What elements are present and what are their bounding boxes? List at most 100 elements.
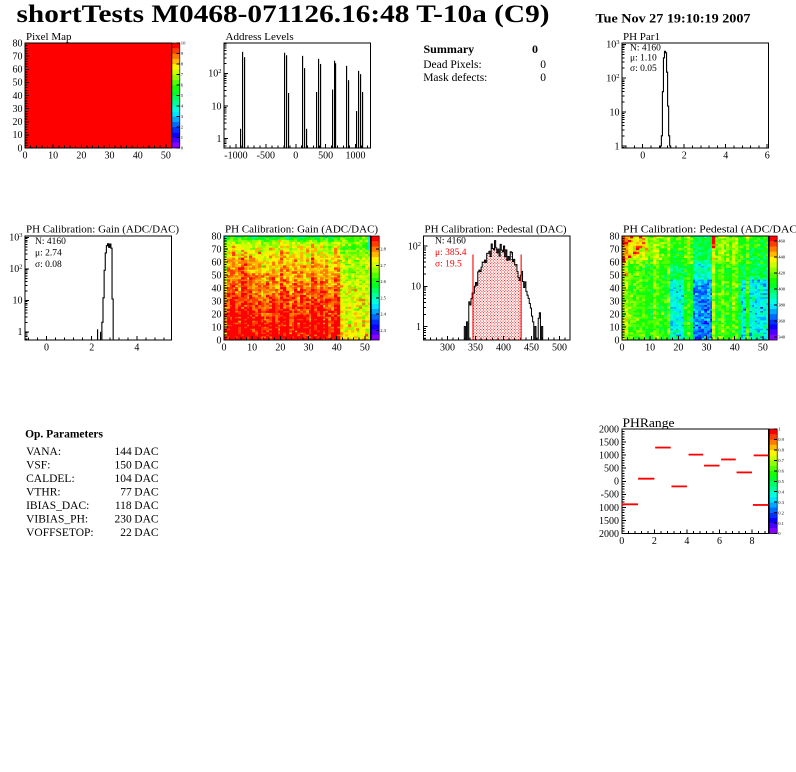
svg-text:2: 2 — [89, 343, 94, 354]
svg-text:70: 70 — [212, 244, 222, 255]
svg-text:103: 103 — [9, 232, 22, 244]
svg-text:Pixel Map: Pixel Map — [26, 31, 72, 43]
svg-text:PH Calibration: Pedestal (ADC/: PH Calibration: Pedestal (ADC/DAC) — [623, 224, 796, 236]
svg-text:0.4: 0.4 — [778, 489, 784, 494]
svg-text:2.4: 2.4 — [380, 312, 386, 317]
svg-text:500: 500 — [318, 151, 333, 162]
svg-text:0.8: 0.8 — [778, 448, 784, 453]
svg-text:6: 6 — [181, 83, 184, 88]
svg-text:DAC: DAC — [134, 487, 159, 499]
svg-text:VTHR:: VTHR: — [26, 487, 61, 499]
svg-text:2: 2 — [181, 125, 184, 130]
svg-text:5: 5 — [181, 93, 184, 98]
svg-text:4: 4 — [134, 343, 139, 354]
svg-text:1: 1 — [217, 134, 222, 145]
svg-text:1: 1 — [615, 141, 620, 152]
svg-text:20: 20 — [76, 151, 86, 162]
svg-text:Tue Nov 27 19:10:19 2007: Tue Nov 27 19:10:19 2007 — [596, 11, 751, 25]
svg-text:4: 4 — [181, 104, 184, 109]
svg-text:2.3: 2.3 — [380, 328, 386, 333]
svg-text:10: 10 — [212, 101, 222, 112]
svg-text:2: 2 — [652, 536, 657, 547]
svg-text:0.3: 0.3 — [778, 500, 784, 505]
svg-text:60: 60 — [610, 257, 620, 268]
svg-text:PH Calibration: Gain (ADC/DAC): PH Calibration: Gain (ADC/DAC) — [26, 224, 179, 236]
svg-text:0: 0 — [540, 59, 546, 71]
svg-text:102: 102 — [606, 73, 619, 85]
svg-text:VOFFSETOP:: VOFFSETOP: — [26, 527, 94, 539]
svg-text:VIBIAS_PH:: VIBIAS_PH: — [26, 514, 88, 526]
svg-text:104: 104 — [114, 473, 132, 485]
svg-text:300: 300 — [440, 343, 455, 354]
svg-text:10: 10 — [610, 322, 620, 333]
svg-text:30: 30 — [304, 343, 314, 354]
svg-text:μ: 2.74: μ: 2.74 — [35, 249, 62, 259]
svg-text:4: 4 — [684, 536, 689, 547]
svg-text:0.1: 0.1 — [778, 521, 784, 526]
svg-text:3: 3 — [181, 114, 184, 119]
svg-text:20: 20 — [275, 343, 285, 354]
svg-text:PH Par1: PH Par1 — [623, 31, 660, 43]
svg-text:50: 50 — [758, 343, 768, 354]
svg-text:20: 20 — [610, 309, 620, 320]
svg-text:400: 400 — [778, 287, 786, 292]
svg-text:500: 500 — [552, 343, 567, 354]
svg-text:DAC: DAC — [134, 527, 159, 539]
svg-text:9: 9 — [181, 51, 184, 56]
svg-text:350: 350 — [468, 343, 483, 354]
svg-text:CALDEL:: CALDEL: — [26, 473, 75, 485]
svg-text:VSF:: VSF: — [26, 459, 50, 471]
svg-text:0: 0 — [18, 143, 23, 154]
svg-text:0: 0 — [778, 531, 781, 536]
svg-text:PHRange: PHRange — [623, 416, 675, 430]
svg-text:400: 400 — [496, 343, 511, 354]
svg-text:0: 0 — [217, 335, 222, 346]
svg-text:1: 1 — [778, 427, 781, 432]
svg-text:340: 340 — [778, 335, 786, 340]
svg-text:1500: 1500 — [599, 516, 619, 527]
svg-text:60: 60 — [212, 257, 222, 268]
svg-text:-1000: -1000 — [224, 151, 247, 162]
svg-text:102: 102 — [9, 264, 22, 276]
svg-text:420: 420 — [778, 271, 786, 276]
svg-text:0.7: 0.7 — [778, 458, 784, 463]
svg-text:10: 10 — [13, 296, 23, 307]
svg-text:80: 80 — [212, 231, 222, 242]
svg-text:80: 80 — [610, 231, 620, 242]
svg-text:150: 150 — [114, 459, 132, 471]
svg-text:2.6: 2.6 — [380, 279, 386, 284]
svg-text:2: 2 — [682, 151, 687, 162]
svg-text:40: 40 — [212, 283, 222, 294]
svg-text:500: 500 — [604, 464, 619, 475]
svg-text:1: 1 — [181, 135, 184, 140]
svg-text:N: 4160: N: 4160 — [35, 237, 66, 247]
svg-text:σ: 0.05: σ: 0.05 — [630, 64, 657, 74]
svg-text:22: 22 — [120, 527, 132, 539]
svg-text:103: 103 — [606, 39, 619, 51]
svg-text:σ: 19.5: σ: 19.5 — [435, 259, 462, 269]
svg-text:1500: 1500 — [599, 437, 619, 448]
svg-text:DAC: DAC — [134, 446, 159, 458]
svg-text:10: 10 — [181, 41, 186, 46]
svg-text:20: 20 — [673, 343, 683, 354]
svg-text:70: 70 — [13, 51, 23, 62]
svg-text:0: 0 — [614, 477, 619, 488]
svg-text:Dead Pixels:: Dead Pixels: — [423, 59, 481, 71]
svg-text:20: 20 — [13, 117, 23, 128]
svg-text:0: 0 — [620, 343, 625, 354]
svg-text:2.8: 2.8 — [380, 247, 386, 252]
svg-text:σ: 0.08: σ: 0.08 — [35, 260, 62, 270]
svg-text:DAC: DAC — [134, 473, 159, 485]
svg-text:30: 30 — [212, 296, 222, 307]
svg-text:40: 40 — [133, 151, 143, 162]
svg-text:PH Calibration: Gain (ADC/DAC): PH Calibration: Gain (ADC/DAC) — [225, 224, 378, 236]
svg-text:2000: 2000 — [599, 424, 619, 435]
svg-text:-500: -500 — [257, 151, 275, 162]
svg-text:Op. Parameters: Op. Parameters — [25, 428, 103, 440]
svg-text:50: 50 — [610, 270, 620, 281]
svg-text:118: 118 — [115, 500, 132, 512]
svg-text:0: 0 — [540, 72, 546, 84]
svg-text:10: 10 — [212, 322, 222, 333]
svg-text:30: 30 — [702, 343, 712, 354]
svg-text:40: 40 — [332, 343, 342, 354]
